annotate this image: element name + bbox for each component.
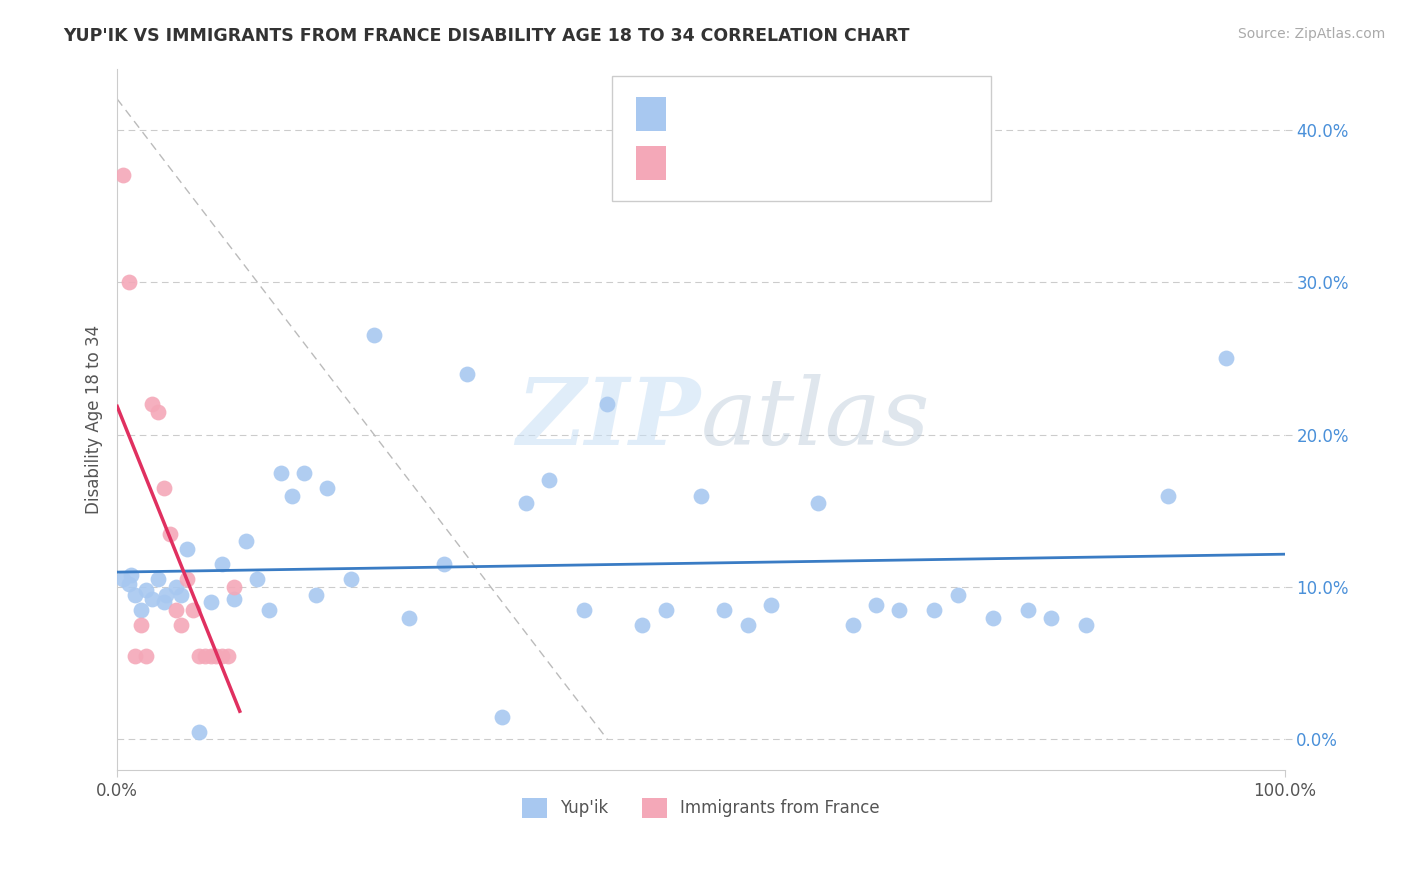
Point: [515, 496, 537, 510]
Point: [124, 648, 146, 663]
Point: [759, 599, 782, 613]
Point: [257, 603, 280, 617]
Text: R = -0.077    N = 53: R = -0.077 N = 53: [678, 104, 860, 122]
Point: [159, 526, 181, 541]
Point: [146, 404, 169, 418]
Y-axis label: Disability Age 18 to 34: Disability Age 18 to 34: [86, 325, 103, 514]
Point: [170, 588, 193, 602]
Point: [689, 489, 711, 503]
Point: [135, 582, 157, 597]
Point: [1017, 603, 1039, 617]
Point: [211, 557, 233, 571]
Point: [572, 603, 595, 617]
Text: atlas: atlas: [700, 375, 931, 464]
Point: [118, 275, 141, 289]
Point: [217, 648, 239, 663]
Point: [205, 648, 228, 663]
Point: [118, 577, 141, 591]
Point: [112, 168, 135, 182]
Point: [292, 466, 315, 480]
Point: [120, 567, 142, 582]
Point: [433, 557, 456, 571]
Point: [491, 709, 513, 723]
Point: [155, 588, 177, 602]
Point: [153, 595, 176, 609]
Text: YUP'IK VS IMMIGRANTS FROM FRANCE DISABILITY AGE 18 TO 34 CORRELATION CHART: YUP'IK VS IMMIGRANTS FROM FRANCE DISABIL…: [63, 27, 910, 45]
Point: [737, 618, 759, 632]
Point: [889, 603, 911, 617]
Point: [170, 618, 193, 632]
Point: [129, 618, 152, 632]
Point: [181, 603, 204, 617]
Point: [146, 573, 169, 587]
Point: [713, 603, 735, 617]
Point: [141, 397, 163, 411]
Point: [1215, 351, 1237, 366]
Point: [176, 573, 198, 587]
Point: [235, 534, 257, 549]
Text: Source: ZipAtlas.com: Source: ZipAtlas.com: [1237, 27, 1385, 41]
Point: [865, 599, 887, 613]
Point: [194, 648, 217, 663]
Point: [270, 466, 292, 480]
Text: R =  0.508    N = 20: R = 0.508 N = 20: [678, 153, 859, 171]
Point: [631, 618, 654, 632]
Point: [129, 603, 152, 617]
Point: [165, 580, 187, 594]
Point: [316, 481, 339, 495]
Point: [456, 367, 478, 381]
Point: [1074, 618, 1097, 632]
Point: [363, 328, 385, 343]
Point: [165, 603, 187, 617]
Point: [304, 588, 326, 602]
Point: [246, 573, 269, 587]
Point: [1040, 610, 1063, 624]
Point: [211, 648, 233, 663]
Point: [398, 610, 420, 624]
Text: ZIP: ZIP: [516, 375, 700, 464]
Point: [981, 610, 1004, 624]
Point: [538, 473, 561, 487]
Point: [924, 603, 946, 617]
Point: [176, 541, 198, 556]
Point: [187, 724, 209, 739]
Point: [153, 481, 176, 495]
Point: [141, 592, 163, 607]
Point: [135, 648, 157, 663]
Point: [187, 648, 209, 663]
Point: [112, 573, 135, 587]
Point: [596, 397, 619, 411]
Legend: Yup'ik, Immigrants from France: Yup'ik, Immigrants from France: [515, 791, 886, 825]
Point: [655, 603, 678, 617]
Point: [222, 580, 245, 594]
Point: [200, 648, 222, 663]
Point: [124, 588, 146, 602]
Point: [841, 618, 863, 632]
Point: [339, 573, 361, 587]
Point: [200, 595, 222, 609]
Point: [222, 592, 245, 607]
Point: [281, 489, 304, 503]
Point: [806, 496, 828, 510]
Point: [1157, 489, 1180, 503]
Point: [946, 588, 969, 602]
